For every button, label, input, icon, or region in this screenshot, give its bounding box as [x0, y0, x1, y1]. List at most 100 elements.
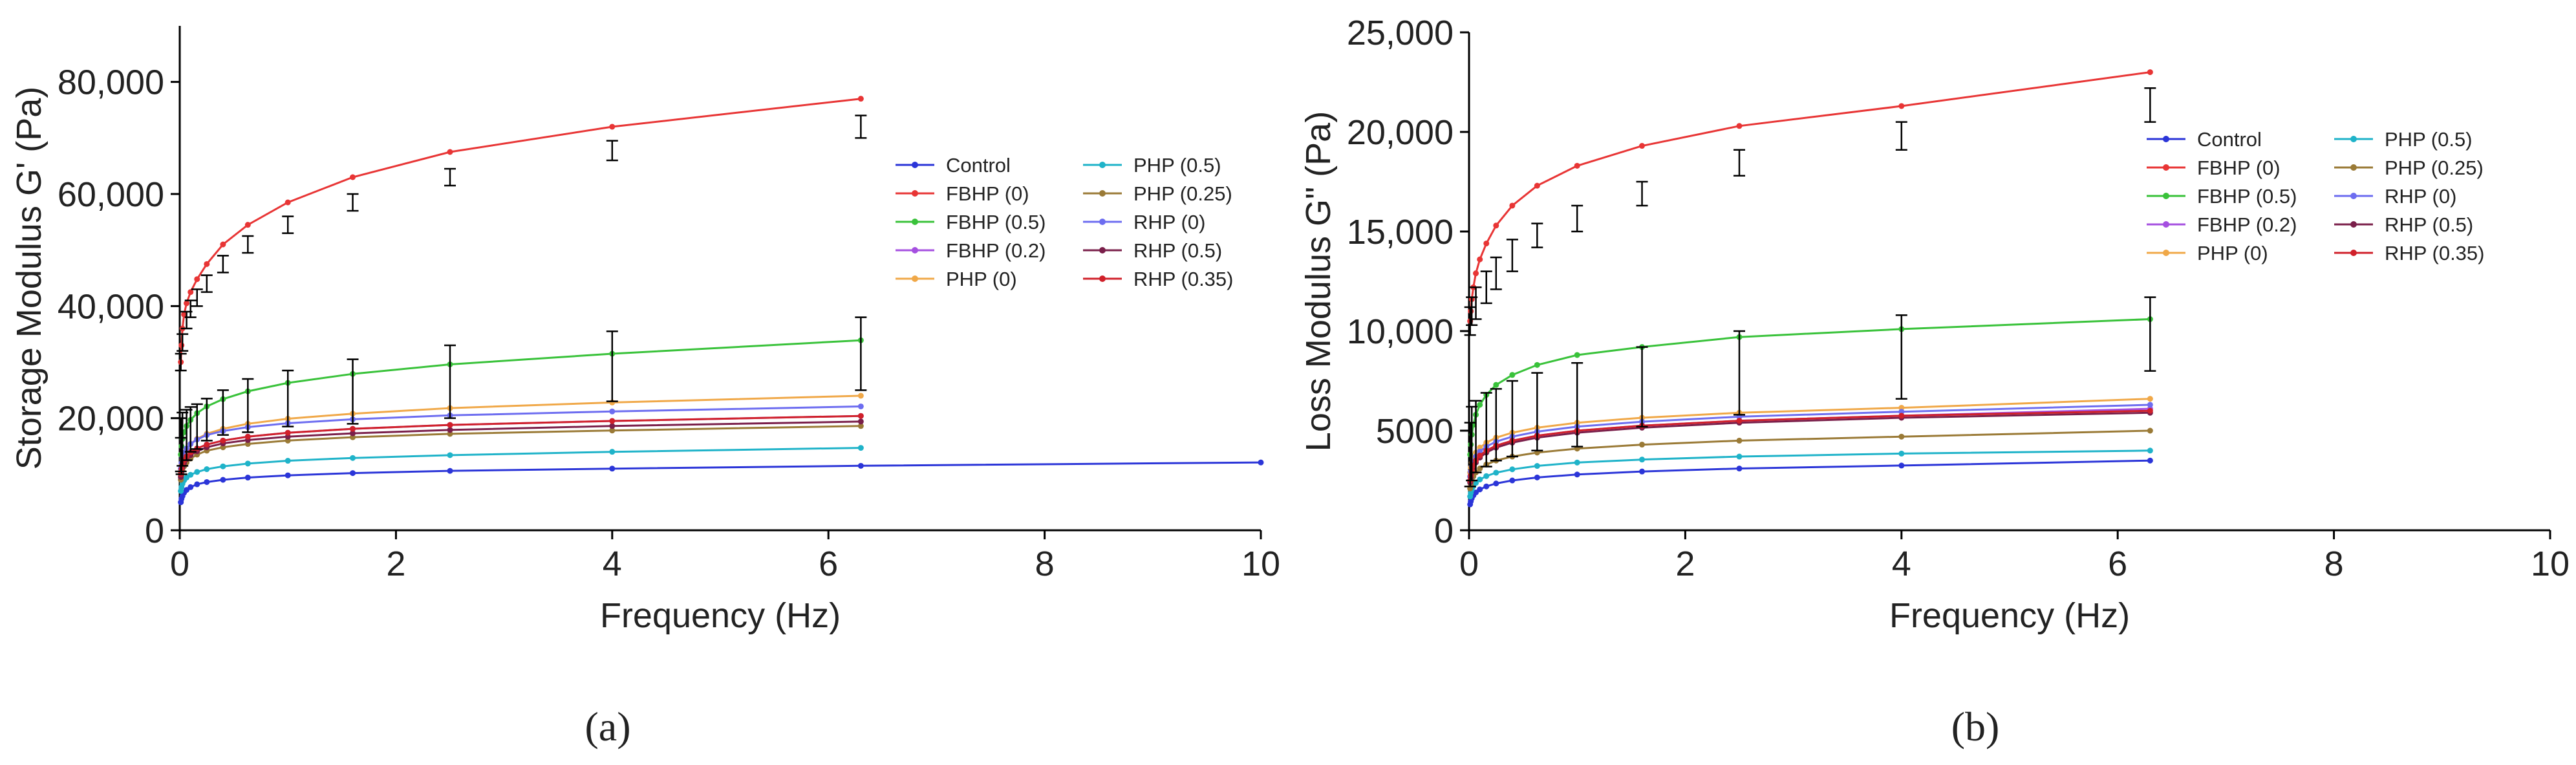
legend-label: FBHP (0) [2197, 156, 2281, 179]
y-tick-label: 80,000 [58, 63, 164, 102]
data-point [857, 462, 864, 469]
data-point [1639, 442, 1646, 448]
x-tick-label: 10 [2531, 544, 2570, 583]
data-point [1509, 202, 1516, 209]
legend-marker [912, 190, 918, 197]
data-point [447, 452, 453, 458]
data-point [447, 468, 453, 474]
data-point [1483, 240, 1490, 246]
x-tick-label: 4 [603, 544, 622, 583]
data-point [284, 429, 291, 436]
y-axis-title: Storage Modulus G' (Pa) [10, 87, 48, 470]
data-point [609, 427, 616, 434]
data-point [220, 463, 226, 469]
legend-marker [912, 275, 918, 282]
data-point [184, 300, 190, 307]
data-point [1493, 222, 1499, 229]
legend-marker [2163, 136, 2169, 142]
y-tick-label: 0 [145, 512, 164, 550]
data-point [2147, 447, 2153, 454]
legend-label: RHP (0.35) [1133, 268, 1234, 290]
data-point [1477, 453, 1483, 458]
data-point [2147, 396, 2153, 402]
legend-label: RHP (0.5) [1133, 239, 1222, 262]
data-point [447, 422, 453, 428]
data-point [1534, 463, 1540, 469]
data-point [1574, 459, 1580, 466]
y-tick-label: 20,000 [58, 400, 164, 438]
data-point [1483, 473, 1490, 479]
x-tick-label: 6 [819, 544, 838, 583]
data-point [284, 458, 291, 464]
x-axis-title: Frequency (Hz) [600, 596, 841, 635]
chart-panel-a: 0 20,000 40,000 60,000 80,000 0 2 4 6 8 10 Frequenc… [10, 26, 1280, 749]
legend-marker [2350, 136, 2357, 142]
data-point [1574, 471, 1580, 478]
data-point [1736, 437, 1743, 444]
data-point [204, 441, 210, 447]
legend-label: FBHP (0.2) [2197, 213, 2297, 236]
data-point [1736, 453, 1743, 460]
y-tick-label: 40,000 [58, 287, 164, 326]
y-tick-label: 10,000 [1347, 312, 1454, 351]
data-point [857, 418, 864, 425]
legend-marker [912, 162, 918, 168]
x-tick-label: 8 [1035, 544, 1055, 583]
data-point [204, 261, 210, 267]
data-point [178, 342, 185, 349]
legend: Control FBHP (0) FBHP (0.5) FBHP (0.2) PHP (… [2147, 128, 2485, 264]
data-point [1736, 123, 1743, 129]
legend-marker [1099, 219, 1106, 225]
data-point [1534, 474, 1540, 480]
data-point [350, 455, 356, 461]
legend-label: FBHP (0.2) [946, 239, 1046, 262]
legend-marker [912, 219, 918, 225]
legend: Control FBHP (0) FBHP (0.5) FBHP (0.2) PHP (… [896, 154, 1234, 290]
y-tick-label: 20,000 [1347, 113, 1454, 152]
data-point [1473, 270, 1479, 277]
series-line-fbhp-0-5- [1469, 318, 2151, 455]
data-point [181, 311, 188, 318]
data-point [609, 466, 616, 472]
data-point [1509, 477, 1516, 484]
data-point [1898, 409, 1905, 415]
legend-marker [1099, 190, 1106, 197]
data-point [1477, 448, 1483, 455]
legend-marker [2350, 221, 2357, 228]
data-point [2147, 457, 2153, 464]
data-point [857, 403, 864, 409]
y-tick-label: 25,000 [1347, 14, 1454, 52]
legend-marker [2163, 250, 2169, 256]
data-point [188, 289, 194, 296]
data-point [244, 475, 251, 481]
data-point [1736, 466, 1743, 472]
legend-label: RHP (0.5) [2385, 213, 2473, 236]
x-tick-label: 2 [1675, 544, 1695, 583]
legend-label: Control [2197, 128, 2262, 151]
data-point [244, 222, 251, 228]
data-point [857, 393, 864, 399]
y-tick-label: 15,000 [1347, 213, 1454, 252]
legend-label: PHP (0) [946, 268, 1017, 290]
legend-label: RHP (0.35) [2385, 242, 2485, 264]
data-point [1477, 256, 1483, 263]
data-point [2147, 402, 2153, 408]
data-point [1898, 413, 1905, 419]
data-point [1493, 480, 1499, 487]
legend-marker [1099, 275, 1106, 282]
series-group [178, 96, 1264, 506]
data-point [609, 423, 616, 429]
data-point [1534, 361, 1540, 368]
data-point [2147, 427, 2153, 434]
y-axis-title: Loss Modulus G" (Pa) [1299, 111, 1338, 451]
legend-marker [1099, 247, 1106, 253]
data-point [1509, 466, 1516, 473]
data-point [244, 433, 251, 440]
legend-label: FBHP (0.5) [946, 211, 1046, 233]
data-point [1493, 382, 1499, 388]
x-axis-title: Frequency (Hz) [1889, 596, 2130, 635]
series-line-control [180, 461, 1261, 502]
x-tick-label: 2 [386, 544, 405, 583]
data-point [284, 472, 291, 479]
data-point [1639, 457, 1646, 463]
